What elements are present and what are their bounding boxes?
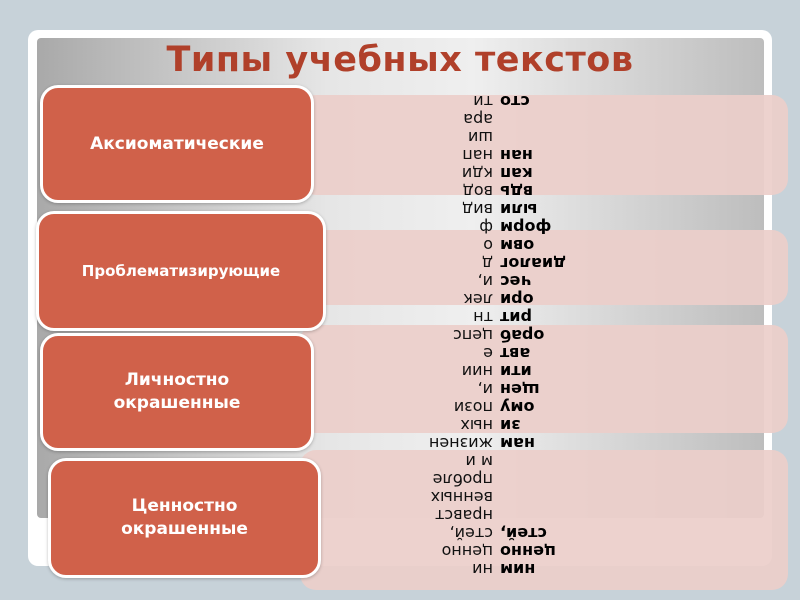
rotated-text-line xyxy=(500,110,584,128)
rotated-text-line: ценно xyxy=(441,542,493,561)
rotated-text-line: и, xyxy=(477,272,493,291)
rotated-text-line: диалог xyxy=(500,254,566,273)
rotated-text-line: лек xyxy=(463,290,493,309)
type-label: Проблематизирующие xyxy=(81,261,281,280)
rotated-text-line: ши xyxy=(467,128,493,147)
rotated-text-line: м и xyxy=(465,452,493,471)
rotated-text-line: нап xyxy=(462,146,493,165)
rotated-text-line: форм xyxy=(500,218,552,237)
rotated-text-line: нам xyxy=(500,434,535,453)
rotated-text-line: пози xyxy=(453,398,493,417)
rotated-text-line: о xyxy=(483,236,493,255)
rotated-text-line: нан xyxy=(500,146,533,165)
type-box-personal[interactable]: Личностно окрашенные xyxy=(40,333,314,451)
rotated-text-line: вид xyxy=(462,200,493,219)
rotated-text-line xyxy=(500,128,584,146)
description-bar-2 xyxy=(300,230,788,305)
slide-title: Типы учебных текстов xyxy=(166,40,634,80)
rotated-text-line: ценно xyxy=(500,542,556,561)
type-box-value[interactable]: Ценностно окрашенные xyxy=(48,458,321,578)
rotated-text-line xyxy=(500,452,584,470)
rotated-text-line: ораб xyxy=(500,326,545,345)
rotated-text-line xyxy=(500,488,584,506)
rotated-text-line: ных xyxy=(460,416,493,435)
rotated-text-line: пробле xyxy=(432,470,493,489)
rotated-text-line: нии xyxy=(461,362,493,381)
rotated-text-line: кап xyxy=(500,164,533,183)
rotated-text-line: щен xyxy=(500,380,540,399)
rotated-text-line: ф xyxy=(479,218,493,237)
rotated-text-line: чес xyxy=(500,272,532,291)
type-box-axiomatic[interactable]: Аксиоматические xyxy=(40,85,314,203)
rotated-text-line: и, xyxy=(477,380,493,399)
rotated-text-line: ним xyxy=(500,560,536,579)
rotated-text-line: рит xyxy=(500,308,532,327)
description-bar-3 xyxy=(300,325,788,433)
rotated-text-line: зи xyxy=(500,416,521,435)
type-label: Личностно окрашенные xyxy=(113,370,241,413)
rotated-text-line: венных xyxy=(430,488,493,507)
rotated-text-line xyxy=(500,470,584,488)
rotated-text-line: ори xyxy=(500,290,534,309)
rotated-text-line: стей, xyxy=(500,524,547,543)
rotated-text-line: авт xyxy=(500,344,531,363)
rotated-text-line xyxy=(500,506,584,524)
rotated-text-line: вдь xyxy=(500,182,534,201)
rotated-text-line: ти xyxy=(473,92,493,111)
rotated-text-line: е xyxy=(483,344,493,363)
rotated-text-line: стей, xyxy=(449,524,493,543)
rotated-text-line: овм xyxy=(500,236,535,255)
rotated-text-line: ара xyxy=(463,110,493,129)
rotated-text-line: ому xyxy=(500,398,535,417)
description-bar-1 xyxy=(300,95,788,195)
rotated-text-line: сто xyxy=(500,92,530,111)
rotated-text-line: цепс xyxy=(453,326,493,345)
rotated-text-line: жизнен xyxy=(428,434,493,453)
type-label: Аксиоматические xyxy=(90,133,264,154)
type-label: Ценностно окрашенные xyxy=(121,496,248,539)
rotated-text-line: кди xyxy=(461,164,493,183)
rotated-text-line: д xyxy=(481,254,493,273)
type-box-problematizing[interactable]: Проблематизирующие xyxy=(36,211,326,331)
rotated-text-line: ити xyxy=(500,362,532,381)
rotated-text-line: ыли xyxy=(500,200,538,219)
description-bar-4 xyxy=(300,450,788,590)
rotated-text-line: тн xyxy=(473,308,493,327)
rotated-text-line: ни xyxy=(472,560,493,579)
rotated-text-line: нравст xyxy=(435,506,493,525)
rotated-text-line: вод xyxy=(462,182,493,201)
